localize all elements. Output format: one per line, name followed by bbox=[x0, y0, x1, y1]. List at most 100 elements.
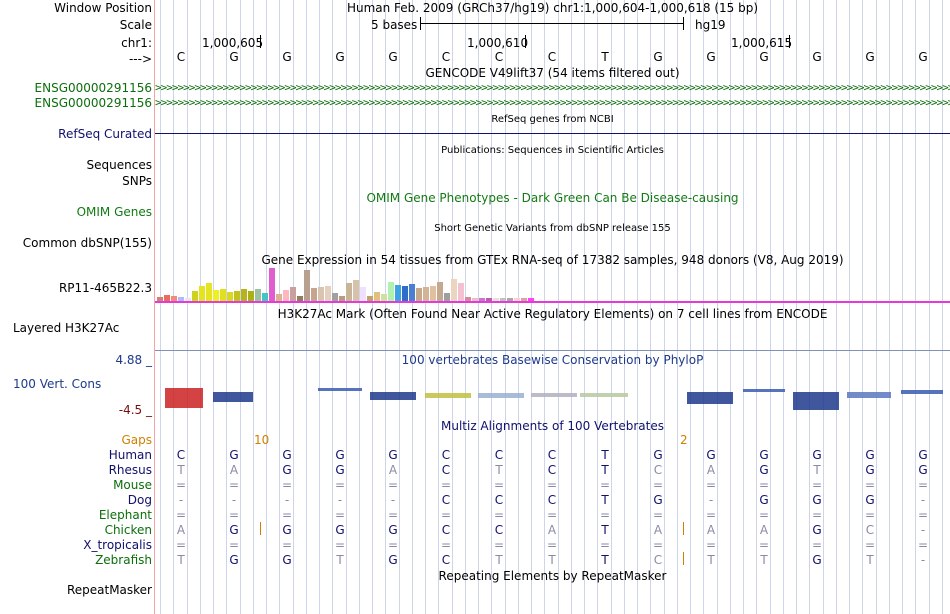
label-species-rhesus: Rhesus bbox=[108, 463, 152, 477]
label-snps[interactable]: SNPs bbox=[122, 174, 152, 188]
gtex-tissue-bar[interactable] bbox=[318, 287, 324, 301]
alignment-base: A bbox=[706, 523, 716, 537]
gtex-bar-graph[interactable] bbox=[155, 265, 950, 301]
refseq-gene-line[interactable] bbox=[155, 133, 950, 134]
gtex-tissue-bar[interactable] bbox=[409, 284, 415, 301]
label-omim-genes[interactable]: OMIM Genes bbox=[76, 205, 152, 219]
alignment-base: C bbox=[441, 463, 451, 477]
gtex-tissue-bar[interactable] bbox=[164, 295, 170, 301]
gtex-tissue-bar[interactable] bbox=[311, 288, 317, 301]
gtex-tissue-bar[interactable] bbox=[220, 289, 226, 301]
label-repeatmasker[interactable]: RepeatMasker bbox=[66, 583, 152, 597]
phylop-logo-graph[interactable] bbox=[155, 380, 950, 414]
grid-line bbox=[478, 0, 479, 614]
label-gene-2[interactable]: ENSG00000291156 bbox=[34, 96, 152, 110]
gtex-tissue-bar[interactable] bbox=[227, 292, 233, 301]
label-common-dbsnp[interactable]: Common dbSNP(155) bbox=[22, 236, 152, 250]
gtex-tissue-bar[interactable] bbox=[528, 298, 534, 301]
gtex-tissue-bar[interactable] bbox=[290, 287, 296, 301]
gencode-gene-2[interactable]: >>>>>>>>>>>>>>>>>>>>>>>>>>>>>>>>>>>>>>>>… bbox=[155, 96, 950, 109]
gtex-tissue-bar[interactable] bbox=[472, 298, 478, 301]
alignment-base: - bbox=[920, 553, 926, 567]
gtex-tissue-bar[interactable] bbox=[430, 286, 436, 301]
gtex-tissue-bar[interactable] bbox=[479, 298, 485, 301]
label-cons[interactable]: 100 Vert. Cons bbox=[13, 377, 102, 391]
gtex-tissue-bar[interactable] bbox=[444, 293, 450, 301]
gtex-tissue-bar[interactable] bbox=[234, 291, 240, 301]
gtex-tissue-bar[interactable] bbox=[178, 297, 184, 301]
gtex-tissue-bar[interactable] bbox=[437, 282, 443, 301]
gtex-tissue-bar[interactable] bbox=[185, 298, 191, 301]
gtex-tissue-bar[interactable] bbox=[206, 283, 212, 301]
gtex-tissue-bar[interactable] bbox=[451, 279, 457, 301]
gtex-tissue-bar[interactable] bbox=[353, 280, 359, 301]
alignment-base: = bbox=[228, 538, 240, 552]
gtex-tissue-bar[interactable] bbox=[171, 296, 177, 301]
gtex-tissue-bar[interactable] bbox=[325, 286, 331, 301]
gtex-tissue-bar[interactable] bbox=[402, 286, 408, 301]
gtex-tissue-bar[interactable] bbox=[213, 290, 219, 301]
gtex-tissue-bar[interactable] bbox=[416, 288, 422, 301]
alignment-base: T bbox=[548, 553, 556, 567]
gtex-tissue-bar[interactable] bbox=[276, 294, 282, 301]
gtex-baseline bbox=[155, 301, 950, 303]
label-layered-h3k27ac[interactable]: Layered H3K27Ac bbox=[13, 321, 120, 335]
alignment-base: C bbox=[494, 448, 504, 462]
alignment-base: G bbox=[918, 463, 928, 477]
gtex-tissue-bar[interactable] bbox=[507, 298, 513, 301]
tick-2 bbox=[525, 35, 526, 48]
gtex-tissue-bar[interactable] bbox=[521, 298, 527, 301]
gtex-tissue-bar[interactable] bbox=[339, 296, 345, 301]
gtex-tissue-bar[interactable] bbox=[297, 296, 303, 301]
gencode-gene-1[interactable]: >>>>>>>>>>>>>>>>>>>>>>>>>>>>>>>>>>>>>>>>… bbox=[155, 81, 950, 94]
alignment-base: = bbox=[864, 508, 876, 522]
base-letter: C bbox=[176, 50, 186, 64]
gtex-tissue-bar[interactable] bbox=[493, 298, 499, 301]
alignment-base: = bbox=[864, 478, 876, 492]
gtex-tissue-bar[interactable] bbox=[374, 292, 380, 301]
gtex-tissue-bar[interactable] bbox=[157, 297, 163, 301]
alignment-base: = bbox=[228, 508, 240, 522]
label-gtex-gene[interactable]: RP11-465B22.3 bbox=[58, 281, 152, 295]
grid-line bbox=[160, 0, 161, 614]
phylop-logo-column bbox=[793, 392, 839, 410]
gtex-tissue-bar[interactable] bbox=[199, 286, 205, 301]
alignment-base: C bbox=[441, 523, 451, 537]
gtex-tissue-bar[interactable] bbox=[283, 290, 289, 301]
gtex-tissue-bar[interactable] bbox=[395, 285, 401, 301]
label-strand: ---> bbox=[128, 52, 152, 66]
alignment-base: = bbox=[917, 538, 929, 552]
gtex-tissue-bar[interactable] bbox=[346, 283, 352, 301]
gtex-tissue-bar[interactable] bbox=[381, 294, 387, 301]
gtex-tissue-bar[interactable] bbox=[332, 293, 338, 301]
gtex-tissue-bar[interactable] bbox=[388, 282, 394, 301]
gtex-tissue-bar[interactable] bbox=[241, 289, 247, 301]
alignment-base: = bbox=[281, 538, 293, 552]
gtex-tissue-bar[interactable] bbox=[192, 291, 198, 301]
gtex-tissue-bar[interactable] bbox=[262, 293, 268, 301]
gtex-tissue-bar[interactable] bbox=[458, 283, 464, 301]
gtex-tissue-bar[interactable] bbox=[514, 298, 520, 301]
alignment-base: T bbox=[177, 463, 185, 477]
gtex-tissue-bar[interactable] bbox=[304, 270, 310, 301]
gtex-tissue-bar[interactable] bbox=[269, 268, 275, 301]
label-refseq[interactable]: RefSeq Curated bbox=[58, 127, 152, 141]
grid-line bbox=[743, 0, 744, 614]
label-species-zebrafish: Zebrafish bbox=[95, 553, 152, 567]
gtex-tissue-bar[interactable] bbox=[500, 298, 506, 301]
gap-mark-zebrafish bbox=[683, 552, 684, 565]
alignment-base: G bbox=[388, 553, 398, 567]
browser-tracks[interactable]: Human Feb. 2009 (GRCh37/hg19) chr1:1,000… bbox=[155, 0, 950, 614]
label-sequences[interactable]: Sequences bbox=[86, 158, 152, 172]
grid-line bbox=[187, 0, 188, 614]
gtex-tissue-bar[interactable] bbox=[255, 289, 261, 301]
gtex-tissue-bar[interactable] bbox=[423, 287, 429, 301]
gtex-tissue-bar[interactable] bbox=[360, 287, 366, 301]
gtex-tissue-bar[interactable] bbox=[367, 296, 373, 301]
alignment-base: A bbox=[229, 463, 239, 477]
gtex-tissue-bar[interactable] bbox=[248, 291, 254, 301]
gtex-tissue-bar[interactable] bbox=[465, 297, 471, 301]
gtex-tissue-bar[interactable] bbox=[486, 298, 492, 301]
label-gene-1[interactable]: ENSG00000291156 bbox=[34, 81, 152, 95]
grid-line bbox=[915, 0, 916, 614]
